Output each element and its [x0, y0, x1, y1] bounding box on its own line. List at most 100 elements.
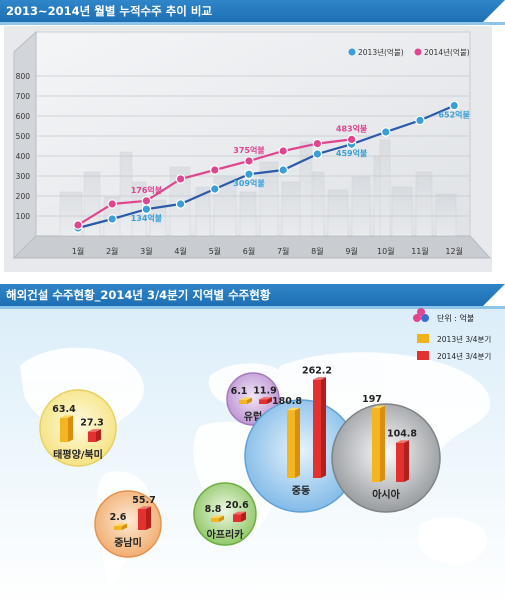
value-label-2014: 262.2 — [302, 366, 332, 377]
region-group: 180.8 262.2 중동 — [244, 366, 358, 513]
bar-top — [233, 511, 246, 515]
skyline-building — [391, 186, 413, 237]
x-tick-label: 6월 — [243, 246, 255, 256]
skyline-building — [259, 161, 279, 237]
region-bubble — [39, 389, 117, 467]
data-label: 483억불 — [336, 123, 368, 133]
bar — [396, 442, 404, 482]
value-label-2014: 27.3 — [80, 418, 103, 429]
bar — [138, 508, 146, 530]
region-group: 197 104.8 아시아 — [331, 394, 441, 513]
bar — [287, 410, 295, 478]
data-point — [73, 220, 83, 230]
bar-side — [96, 429, 101, 442]
region-group: 8.8 20.6 아프리카 — [193, 482, 257, 546]
data-point — [244, 169, 254, 179]
data-point — [107, 199, 117, 209]
bar — [233, 514, 241, 522]
data-point — [210, 165, 220, 175]
data-point — [175, 174, 186, 184]
legend: 단위 : 억불 2013년 3/4분기 2014년 3/4분기 — [413, 308, 491, 361]
map-title: 해외건설 수주현황_2014년 3/4분기 지역별 수주현황 — [6, 288, 271, 302]
bar-side — [247, 397, 252, 404]
bar-side — [241, 511, 246, 522]
value-label-2014: 55.7 — [132, 495, 155, 506]
legend-swatch — [417, 351, 429, 360]
chart-title: 2013~2014년 월별 누적수주 추이 비교 — [6, 4, 213, 18]
series-line — [77, 104, 455, 230]
bar-top — [313, 377, 326, 380]
y-tick-label: 200 — [16, 192, 31, 201]
x-tick-label: 8월 — [311, 246, 323, 256]
skyline-building — [351, 176, 371, 237]
value-label-2014: 20.6 — [225, 500, 249, 511]
legend: 2013년(억불) 2014년(억불) — [348, 47, 470, 57]
x-tick-label: 5월 — [209, 246, 221, 256]
bar-top — [287, 407, 300, 411]
skyline-building — [415, 171, 433, 237]
legend-icon — [417, 308, 425, 316]
data-label: 134억불 — [131, 213, 163, 223]
x-tick-label: 3월 — [140, 246, 152, 256]
value-label-2014: 104.8 — [387, 429, 417, 440]
region-bar-chart: 단위 : 억불 2013년 3/4분기 2014년 3/4분기 63.4 27.3 태평양… — [20, 308, 491, 588]
data-point — [141, 196, 152, 206]
bar — [313, 379, 321, 478]
data-point — [175, 199, 186, 209]
plot-side-wall — [13, 30, 37, 260]
skyline-building — [435, 193, 457, 237]
bar-top — [88, 429, 101, 432]
bar-side — [122, 523, 127, 530]
x-tick-label: 7월 — [277, 246, 289, 256]
region-label: 아시아 — [372, 488, 400, 501]
bar — [239, 400, 247, 404]
legend-marker — [348, 48, 356, 56]
bar-side — [295, 407, 300, 478]
bar — [259, 399, 267, 404]
bar — [60, 417, 68, 442]
bar-top — [211, 515, 224, 518]
bar-top — [396, 440, 409, 443]
bar-top — [114, 523, 127, 526]
data-point — [415, 115, 425, 126]
legend-icon — [421, 314, 429, 322]
data-label: 459억불 — [336, 148, 368, 158]
skyline-building — [327, 189, 349, 237]
skyline-building — [195, 186, 211, 237]
value-label-2013: 197 — [362, 394, 382, 405]
x-tick-label: 4월 — [174, 246, 186, 256]
legend-marker — [414, 48, 422, 56]
data-point — [380, 127, 391, 137]
value-label-2013: 2.6 — [110, 512, 127, 523]
bar-top — [372, 405, 385, 409]
legend-label: 2014년 3/4분기 — [437, 351, 491, 361]
data-label: 176억불 — [131, 185, 163, 195]
x-tick-label: 2월 — [106, 246, 118, 256]
data-point — [210, 184, 220, 194]
data-point — [312, 149, 323, 159]
data-point — [244, 156, 254, 166]
x-tick-label: 1월 — [72, 246, 84, 256]
legend-swatch — [417, 334, 429, 343]
bar-top — [60, 415, 73, 418]
skyline-building — [299, 141, 313, 237]
skyline-building — [213, 176, 237, 237]
region-bubble — [193, 482, 257, 546]
region-label: 아프리카 — [207, 528, 245, 541]
data-point — [278, 165, 288, 175]
data-label: 375억불 — [233, 145, 265, 155]
map-section: 해외건설 수주현황_2014년 3/4분기 지역별 수주현황 단위 : 억불 20… — [0, 284, 505, 606]
skyline-building — [379, 139, 391, 237]
continent-oceania — [418, 517, 487, 565]
y-tick-label: 300 — [16, 172, 31, 181]
region-label: 중동 — [292, 485, 310, 497]
bar-side — [146, 506, 151, 530]
bar-side — [321, 377, 326, 478]
line-chart: 100 200 300 400 500 600 700 800 1월 2월 3월 4월 5월 6월 7월 8월… — [4, 26, 492, 272]
bar — [88, 431, 96, 442]
region-label: 중남미 — [114, 536, 142, 549]
data-point — [346, 134, 357, 145]
bar-side — [68, 415, 73, 442]
skyline-building — [239, 191, 257, 237]
x-tick-label: 9월 — [345, 246, 357, 256]
